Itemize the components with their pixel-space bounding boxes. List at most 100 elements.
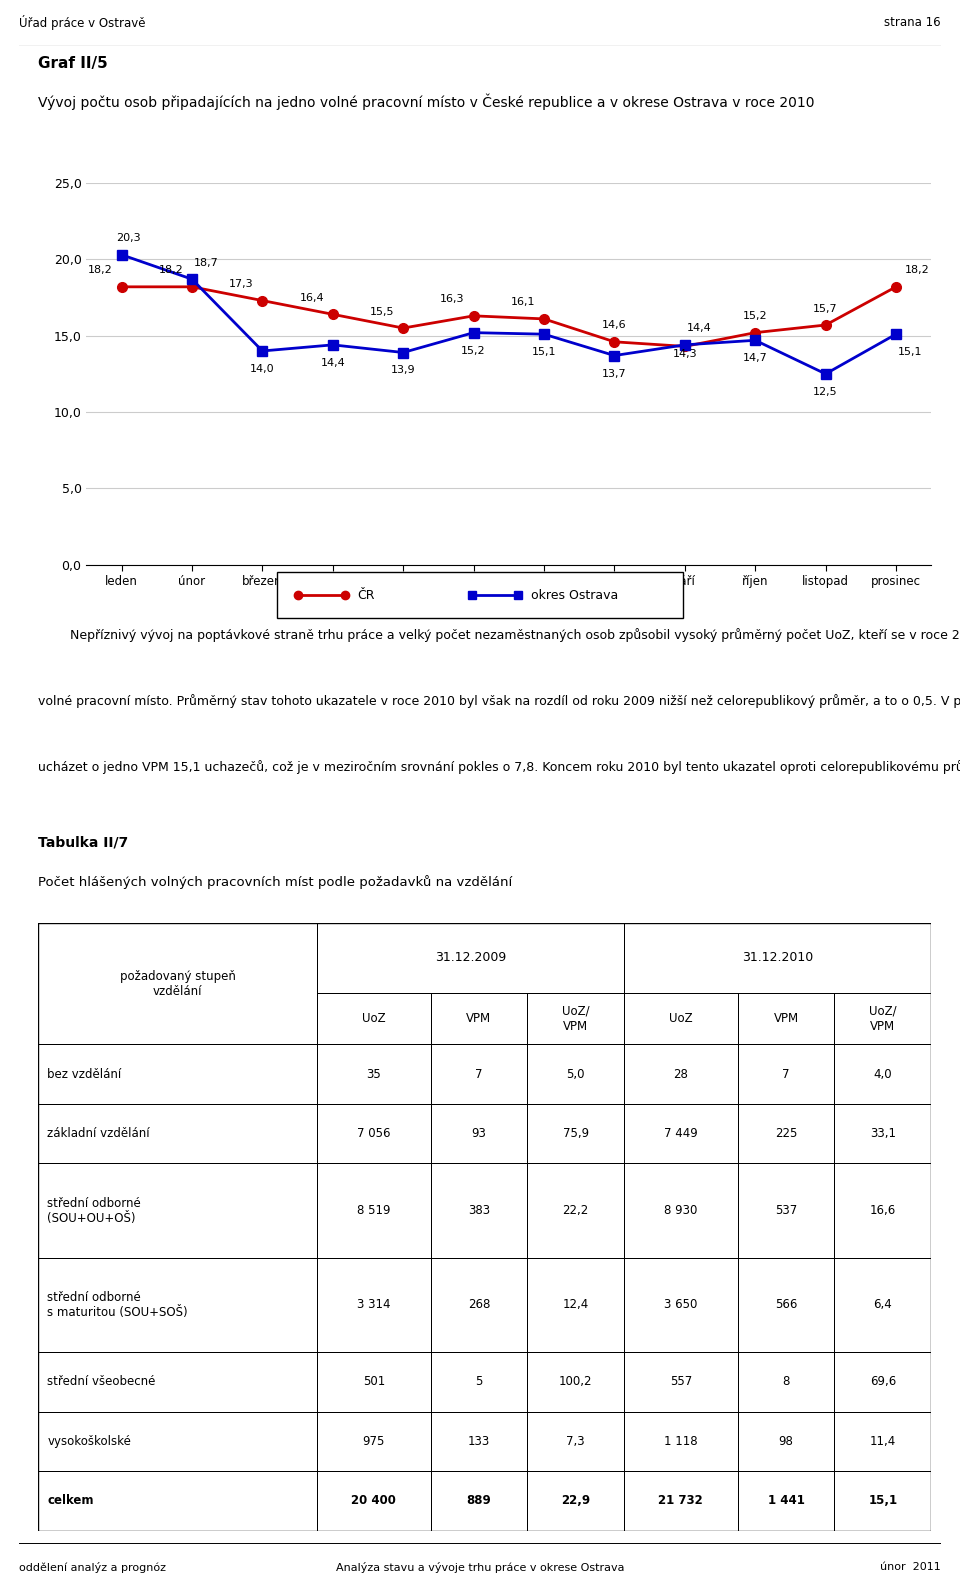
Text: UoZ: UoZ (669, 1012, 693, 1025)
Text: ucházet o jedno VPM 15,1 uchazečů, což je v meziročním srovnání pokles o 7,8. Ko: ucházet o jedno VPM 15,1 uchazečů, což j… (38, 760, 960, 773)
Bar (317, 1163, 430, 1257)
Text: střední odborné
(SOU+OU+OŠ): střední odborné (SOU+OU+OŠ) (47, 1196, 141, 1225)
Bar (430, 1104, 527, 1163)
Text: požadovaný stupeň
vzdělání: požadovaný stupeň vzdělání (120, 969, 236, 998)
Text: 537: 537 (775, 1204, 797, 1217)
Bar (737, 1352, 834, 1411)
Text: 8: 8 (782, 1375, 790, 1389)
Bar (317, 1411, 430, 1472)
Text: 5,0: 5,0 (566, 1068, 585, 1080)
Bar (624, 1472, 737, 1531)
Bar (624, 1257, 737, 1352)
Text: VPM: VPM (774, 1012, 799, 1025)
Bar (38, 1257, 317, 1352)
Bar (834, 993, 931, 1044)
Bar (834, 1352, 931, 1411)
Bar (430, 993, 527, 1044)
Bar (317, 1352, 430, 1411)
Text: 75,9: 75,9 (563, 1126, 588, 1141)
Bar (527, 1352, 624, 1411)
Text: 16,4: 16,4 (300, 293, 324, 302)
Bar (317, 1044, 430, 1104)
Bar (737, 1044, 834, 1104)
Bar (527, 1472, 624, 1531)
Text: volné pracovní místo. Průměrný stav tohoto ukazatele v roce 2010 byl však na roz: volné pracovní místo. Průměrný stav toho… (38, 694, 960, 708)
Bar (624, 1163, 737, 1257)
Bar (430, 1352, 527, 1411)
Text: 100,2: 100,2 (559, 1375, 592, 1389)
Text: 15,7: 15,7 (813, 304, 838, 313)
Text: 4,0: 4,0 (874, 1068, 892, 1080)
Bar (737, 993, 834, 1044)
Text: 7 056: 7 056 (357, 1126, 391, 1141)
Text: 15,1: 15,1 (898, 347, 923, 356)
Text: základní vzdělání: základní vzdělání (47, 1126, 150, 1141)
Bar (834, 1411, 931, 1472)
Bar (834, 1257, 931, 1352)
Bar (430, 1257, 527, 1352)
Bar (624, 1044, 737, 1104)
Bar (834, 1044, 931, 1104)
Bar (527, 1257, 624, 1352)
Text: bez vzdělání: bez vzdělání (47, 1068, 122, 1080)
Text: 15,2: 15,2 (743, 312, 767, 321)
Text: 16,3: 16,3 (441, 294, 465, 304)
Text: 18,2: 18,2 (158, 266, 183, 275)
Bar (317, 923, 624, 993)
Bar (38, 1044, 317, 1104)
Text: 566: 566 (775, 1298, 797, 1311)
Bar (317, 1472, 430, 1531)
Text: 133: 133 (468, 1435, 490, 1448)
Bar (624, 1411, 737, 1472)
Text: okres Ostrava: okres Ostrava (531, 589, 618, 601)
Text: UoZ/
VPM: UoZ/ VPM (869, 1004, 897, 1033)
Text: 6,4: 6,4 (874, 1298, 892, 1311)
Text: 14,0: 14,0 (251, 364, 275, 374)
Text: 12,4: 12,4 (563, 1298, 588, 1311)
Text: UoZ/
VPM: UoZ/ VPM (562, 1004, 589, 1033)
Text: 17,3: 17,3 (229, 278, 253, 290)
FancyBboxPatch shape (277, 573, 683, 617)
Text: Analýza stavu a vývoje trhu práce v okrese Ostrava: Analýza stavu a vývoje trhu práce v okre… (336, 1562, 624, 1572)
Text: strana 16: strana 16 (884, 16, 941, 29)
Text: 22,2: 22,2 (563, 1204, 588, 1217)
Text: 21 732: 21 732 (659, 1494, 704, 1507)
Text: 5: 5 (475, 1375, 483, 1389)
Text: 13,9: 13,9 (391, 366, 416, 375)
Text: Nepříznivý vývoj na poptávkové straně trhu práce a velký počet nezaměstnaných os: Nepříznivý vývoj na poptávkové straně tr… (38, 628, 960, 643)
Text: 15,1: 15,1 (532, 347, 556, 356)
Text: 14,7: 14,7 (743, 353, 768, 363)
Text: 18,2: 18,2 (88, 266, 113, 275)
Bar (527, 1044, 624, 1104)
Text: 16,6: 16,6 (870, 1204, 896, 1217)
Text: 14,4: 14,4 (686, 323, 711, 334)
Bar (737, 1104, 834, 1163)
Text: 18,2: 18,2 (904, 266, 929, 275)
Text: 16,1: 16,1 (511, 298, 535, 307)
Text: 31.12.2009: 31.12.2009 (435, 951, 506, 964)
Text: 225: 225 (775, 1126, 797, 1141)
Bar (430, 1411, 527, 1472)
Text: Tabulka II/7: Tabulka II/7 (38, 835, 129, 850)
Text: 15,5: 15,5 (370, 307, 395, 317)
Text: VPM: VPM (467, 1012, 492, 1025)
Text: 7: 7 (475, 1068, 483, 1080)
Bar (317, 1104, 430, 1163)
Text: střední odborné
s maturitou (SOU+SOŠ): střední odborné s maturitou (SOU+SOŠ) (47, 1290, 188, 1319)
Text: 14,4: 14,4 (321, 358, 346, 368)
Text: 69,6: 69,6 (870, 1375, 896, 1389)
Text: 13,7: 13,7 (602, 369, 627, 379)
Bar (38, 1411, 317, 1472)
Text: 35: 35 (367, 1068, 381, 1080)
Bar (624, 1352, 737, 1411)
Bar (430, 1163, 527, 1257)
Text: 14,6: 14,6 (602, 320, 627, 331)
Bar (430, 1044, 527, 1104)
Bar (38, 1104, 317, 1163)
Bar (624, 923, 931, 993)
Text: oddělení analýz a prognóz: oddělení analýz a prognóz (19, 1562, 166, 1572)
Bar (38, 1472, 317, 1531)
Text: 8 519: 8 519 (357, 1204, 391, 1217)
Text: 8 930: 8 930 (664, 1204, 698, 1217)
Bar (624, 993, 737, 1044)
